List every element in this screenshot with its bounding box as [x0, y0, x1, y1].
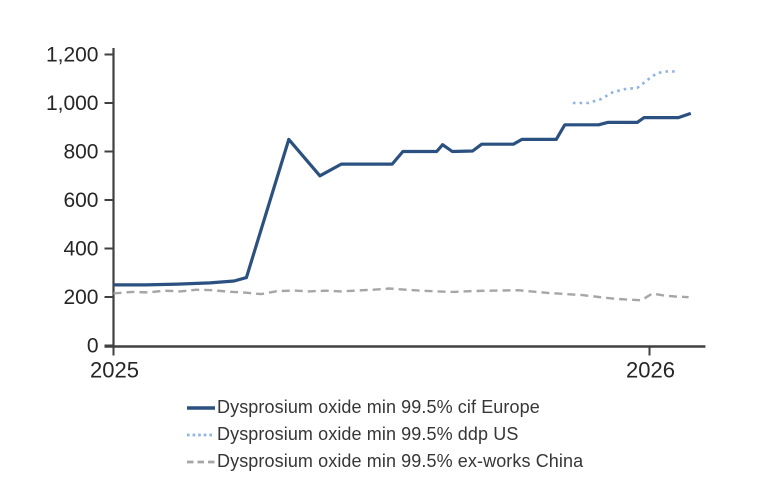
chart-legend: Dysprosium oxide min 99.5% cif Europe Dy… [186, 394, 583, 475]
x-tick-label-2026: 2026 [626, 358, 675, 383]
y-tick-label-200: 200 [63, 286, 98, 309]
y-tick-label-600: 600 [63, 189, 98, 212]
y-tick-label-400: 400 [63, 238, 98, 261]
y-tick-label-800: 800 [63, 141, 98, 164]
series-line-ddp-us [572, 70, 677, 105]
x-tick-label-2025: 2025 [90, 358, 139, 383]
y-tick-label-1000: 1,000 [46, 92, 99, 115]
legend-item-ddp-us: Dysprosium oxide min 99.5% ddp US [186, 421, 583, 448]
legend-item-cif-europe: Dysprosium oxide min 99.5% cif Europe [186, 394, 583, 421]
y-tick-label-0: 0 [87, 335, 99, 358]
y-tick-label-1200: 1,200 [46, 44, 99, 67]
legend-item-ex-works-china: Dysprosium oxide min 99.5% ex-works Chin… [186, 448, 583, 475]
legend-marker-dashed-line [187, 460, 215, 463]
series-line-ex-works-china [113, 287, 689, 302]
legend-label-ddp-us: Dysprosium oxide min 99.5% ddp US [217, 424, 519, 444]
series-line-cif-europe [113, 111, 692, 287]
legend-marker-solid-line [187, 405, 215, 410]
legend-label-cif-europe: Dysprosium oxide min 99.5% cif Europe [217, 397, 540, 417]
legend-label-ex-works-china: Dysprosium oxide min 99.5% ex-works Chin… [217, 451, 584, 471]
legend-marker-dotted-line [187, 433, 215, 436]
